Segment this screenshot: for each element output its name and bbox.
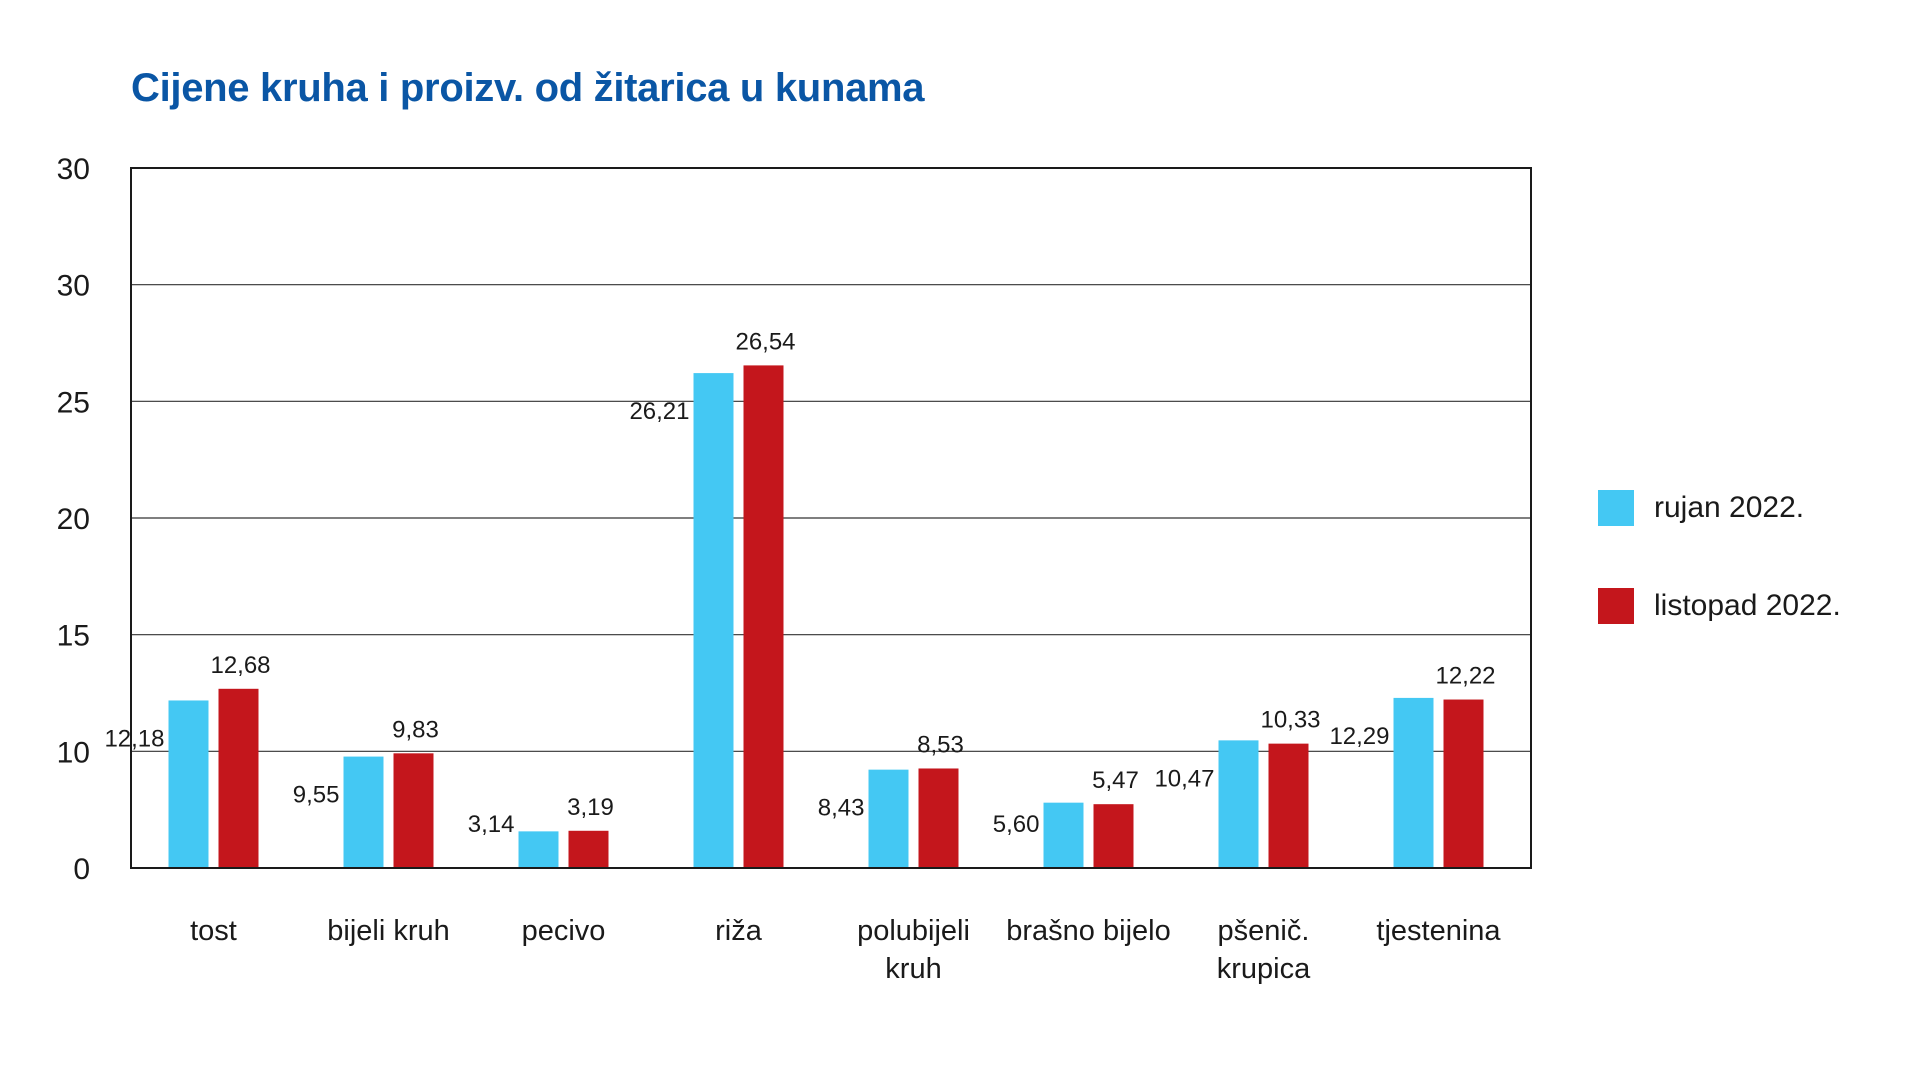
plot-frame	[130, 167, 1532, 869]
legend-label-rujan: rujan 2022.	[1654, 491, 1805, 524]
data-label-listopad: 12,68	[210, 652, 270, 679]
bar-listopad	[1268, 743, 1309, 868]
bar-listopad	[568, 830, 609, 868]
bar-listopad	[918, 768, 959, 868]
bar-listopad	[393, 753, 434, 868]
x-category-label: pšenič. krupica	[1217, 915, 1311, 985]
y-axis-ticks: 0 10 15 20 25 30 30	[57, 153, 90, 886]
data-label-rujan: 12,29	[1329, 723, 1389, 750]
data-label-rujan: 8,43	[818, 795, 865, 822]
y-tick-label: 15	[57, 620, 90, 653]
data-label-listopad: 5,47	[1092, 767, 1139, 794]
legend-item-rujan: rujan 2022.	[1598, 490, 1804, 526]
bar-rujan	[1043, 802, 1084, 868]
bar-rujan	[1393, 697, 1434, 868]
x-category-label: bijeli kruh	[327, 915, 450, 947]
data-label-rujan: 26,21	[629, 398, 689, 425]
data-label-rujan: 9,55	[293, 782, 340, 809]
y-tick-label: 30	[57, 153, 90, 186]
legend-swatch-rujan	[1598, 490, 1634, 526]
legend-label-listopad: listopad 2022.	[1654, 589, 1841, 622]
y-tick-label: 20	[57, 503, 90, 536]
data-label-rujan: 10,47	[1154, 765, 1214, 792]
y-tick-label: 0	[73, 853, 90, 886]
bar-rujan	[868, 769, 909, 868]
x-category-label: brašno bijelo	[1006, 915, 1170, 947]
bar-listopad	[218, 688, 259, 868]
bar-rujan	[518, 831, 559, 868]
grid-lines	[131, 284, 1531, 752]
x-category-label: pecivo	[522, 915, 606, 947]
x-category-label: polubijeli kruh	[857, 915, 970, 985]
x-category-label: tost	[190, 915, 237, 947]
bar-rujan	[693, 373, 734, 868]
y-tick-label: 30	[57, 270, 90, 303]
bars	[168, 365, 1484, 868]
y-tick-label: 25	[57, 386, 90, 419]
bar-rujan	[343, 756, 384, 868]
data-label-rujan: 12,18	[104, 725, 164, 752]
legend-swatch-listopad	[1598, 588, 1634, 624]
bar-rujan	[1218, 740, 1259, 868]
data-labels: 12,18 12,68 9,55 9,83 3,14 3,19 26,21 26,54 8,43…	[104, 328, 1495, 838]
x-category-label: riža	[715, 915, 763, 947]
data-label-listopad: 10,33	[1260, 707, 1320, 734]
x-axis-categories: tost bijeli kruh pecivo riža polubijeli kruh b…	[190, 915, 1501, 985]
bar-listopad	[743, 365, 784, 868]
data-label-listopad: 3,19	[567, 794, 614, 821]
data-label-listopad: 12,22	[1435, 663, 1495, 690]
data-label-rujan: 3,14	[468, 811, 515, 838]
bar-rujan	[168, 700, 209, 868]
x-category-label: tjestenina	[1376, 915, 1501, 947]
chart-title: Cijene kruha i proizv. od žitarica u kun…	[131, 66, 925, 110]
data-label-listopad: 9,83	[392, 716, 439, 743]
bar-listopad	[1443, 699, 1484, 868]
data-label-listopad: 8,53	[917, 731, 964, 758]
data-label-rujan: 5,60	[993, 811, 1040, 838]
bar-listopad	[1093, 804, 1134, 868]
legend-item-listopad: listopad 2022.	[1598, 588, 1841, 624]
data-label-listopad: 26,54	[735, 328, 795, 355]
y-tick-label: 10	[57, 736, 90, 769]
